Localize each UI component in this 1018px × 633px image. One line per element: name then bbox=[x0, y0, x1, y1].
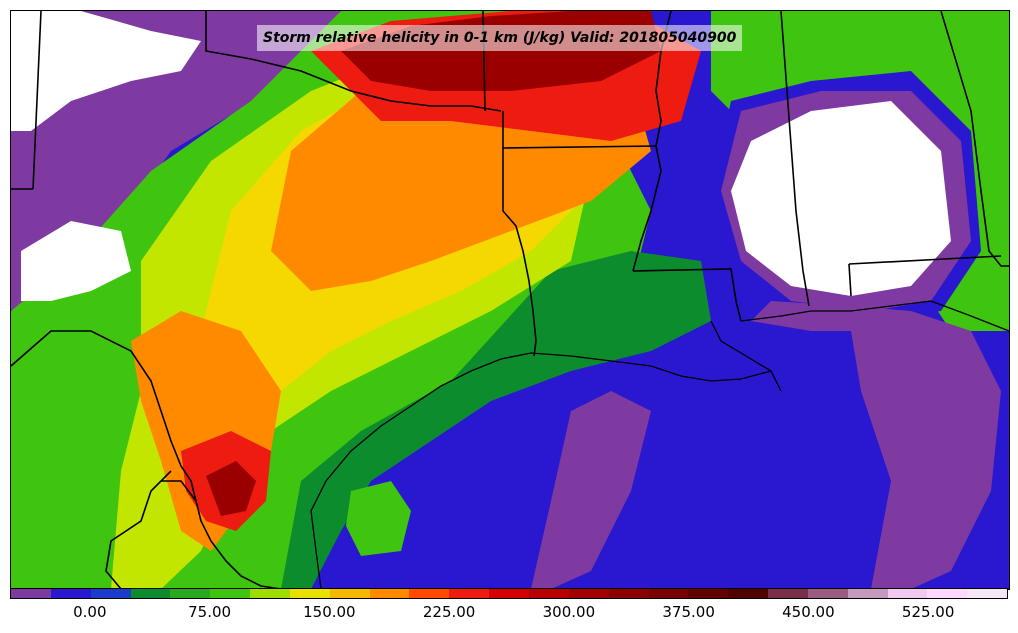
colorbar-swatch bbox=[568, 589, 609, 598]
colorbar-swatch bbox=[449, 589, 490, 598]
colorbar-swatch bbox=[250, 589, 290, 598]
field-white-east bbox=[731, 101, 951, 296]
field-darkred-south bbox=[206, 461, 256, 516]
colorbar-swatch bbox=[887, 589, 928, 598]
border-mississippi-alabama bbox=[780, 11, 810, 307]
colorbar-swatch bbox=[11, 589, 51, 598]
colorbar-swatch bbox=[688, 589, 729, 598]
border-texas-louisiana bbox=[502, 111, 537, 357]
colorbar-swatch bbox=[728, 589, 769, 598]
field-green-gulf bbox=[346, 481, 411, 556]
colorbar-tick-label: 375.00 bbox=[662, 603, 715, 621]
colorbar-swatch bbox=[210, 589, 251, 598]
colorbar-swatch bbox=[648, 589, 689, 598]
colorbar bbox=[10, 588, 1008, 599]
colorbar-swatch bbox=[50, 589, 91, 598]
border-louisiana-mississippi bbox=[632, 268, 742, 322]
colorbar-swatch bbox=[329, 589, 370, 598]
colorbar-swatch bbox=[90, 589, 131, 598]
colorbar-swatch bbox=[528, 589, 569, 598]
coastline bbox=[310, 300, 1009, 589]
colorbar-swatch bbox=[967, 589, 1008, 598]
colorbar-tick-label: 225.00 bbox=[422, 603, 476, 621]
helicity-fill-field bbox=[11, 11, 1009, 589]
map-panel: Storm relative helicity in 0-1 km (J/kg)… bbox=[10, 10, 1010, 590]
colorbar-swatch bbox=[130, 589, 171, 598]
border-alabama-florida bbox=[848, 255, 1002, 265]
colorbar-tick-label: 525.00 bbox=[901, 603, 955, 621]
border-new-mexico-texas bbox=[32, 11, 42, 190]
border-mexico-states-2 bbox=[161, 480, 197, 502]
colorbar-swatch bbox=[807, 589, 848, 598]
colorbar-tick-labels: 0.00 75.00 150.00 225.00 300.00 375.00 450.00 5… bbox=[10, 600, 1008, 630]
border-arkansas-louisiana bbox=[502, 145, 657, 149]
map-title: Storm relative helicity in 0-1 km (J/kg)… bbox=[257, 25, 743, 51]
colorbar-swatch bbox=[170, 589, 211, 598]
field-white-west bbox=[21, 221, 131, 301]
border-oklahoma-texas bbox=[205, 11, 502, 112]
border-mexico-states bbox=[105, 470, 172, 589]
field-purple-gulf-east bbox=[851, 311, 1001, 589]
colorbar-swatch bbox=[608, 589, 649, 598]
border-mississippi-river bbox=[632, 11, 672, 272]
border-alabama-georgia bbox=[940, 11, 1009, 267]
border-florida-panhandle-west bbox=[848, 263, 852, 297]
colorbar-tick-label: 450.00 bbox=[782, 603, 835, 621]
colorbar-swatch bbox=[927, 589, 968, 598]
colorbar-swatch bbox=[847, 589, 888, 598]
field-darkgreen-coast bbox=[281, 251, 711, 589]
field-purple-gulf-center bbox=[531, 391, 651, 589]
colorbar-tick-label: 300.00 bbox=[542, 603, 596, 621]
coastline-louisiana bbox=[710, 320, 782, 392]
colorbar-tick-label: 75.00 bbox=[188, 603, 232, 621]
colorbar-swatch bbox=[409, 589, 450, 598]
coastline-texas bbox=[310, 352, 772, 589]
colorbar-swatch bbox=[369, 589, 410, 598]
colorbar-swatch bbox=[289, 589, 330, 598]
helicity-field-map bbox=[11, 11, 1009, 589]
colorbar-tick-label: 0.00 bbox=[73, 603, 107, 621]
colorbar-tick-label: 150.00 bbox=[303, 603, 356, 621]
border-rio-grande bbox=[11, 330, 282, 589]
field-white-northwest bbox=[11, 11, 201, 131]
colorbar-swatch bbox=[768, 589, 808, 598]
coastline-gulf-east bbox=[740, 300, 1009, 332]
colorbar-swatch bbox=[489, 589, 529, 598]
political-boundaries bbox=[11, 11, 1009, 589]
